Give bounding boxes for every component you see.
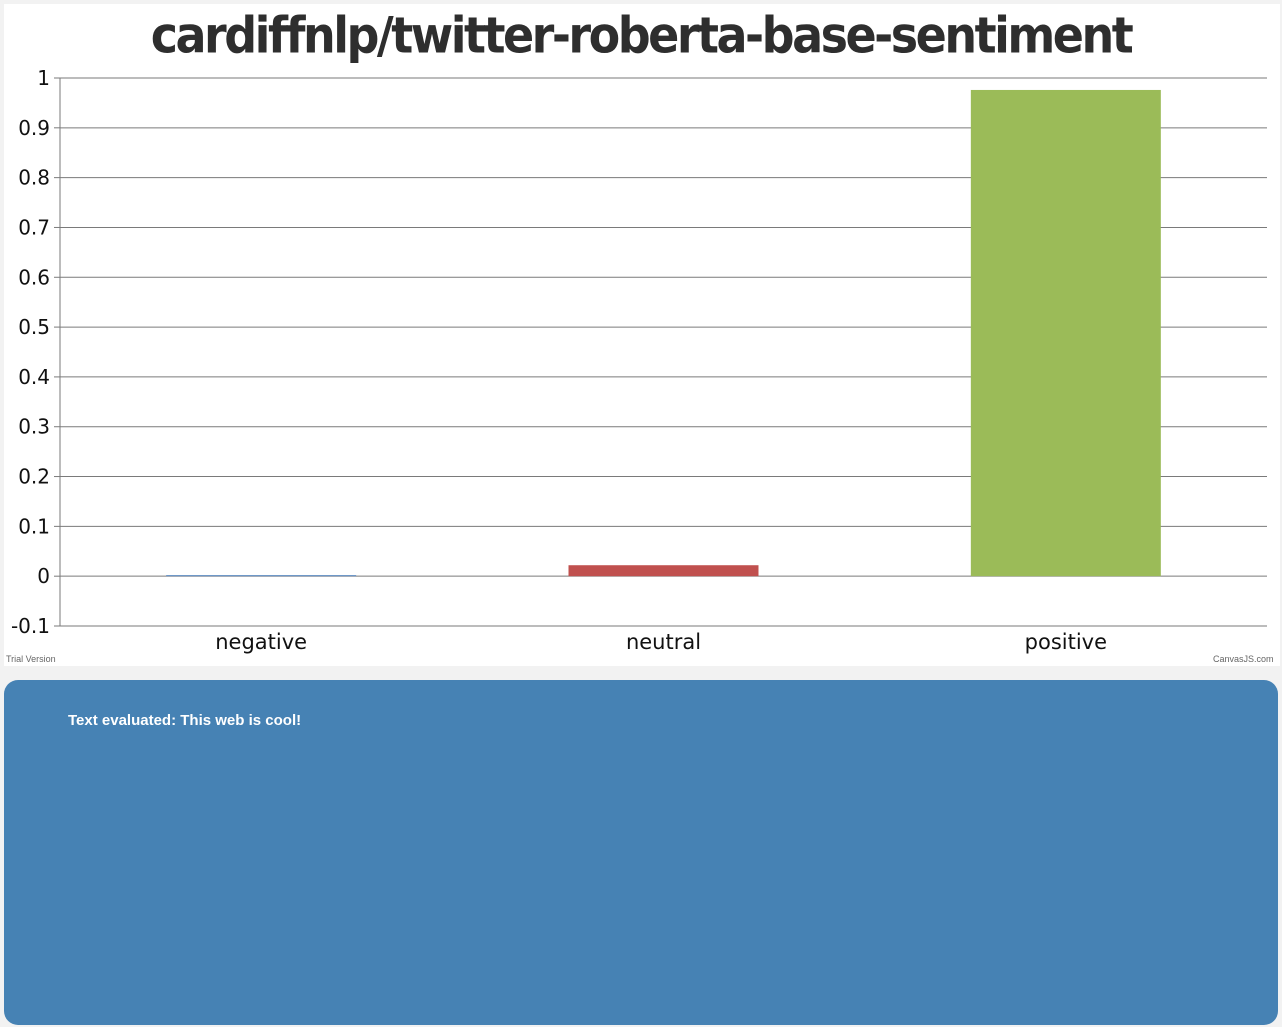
- bar-neutral: [568, 565, 759, 577]
- x-category-label: positive: [1025, 630, 1107, 654]
- x-category-label: neutral: [626, 630, 701, 654]
- x-category-label: negative: [215, 630, 307, 654]
- y-tick-label: 0.8: [18, 166, 50, 190]
- y-tick-label: 0.2: [18, 465, 50, 489]
- y-tick-label: 0.3: [18, 415, 50, 439]
- canvasjs-credit-link[interactable]: CanvasJS.com: [1213, 654, 1274, 664]
- bar-positive: [970, 89, 1161, 577]
- evaluated-text: Text evaluated: This web is cool!: [68, 712, 302, 729]
- bar-chart: 1 0.9 0.8 0.7 0.6 0.5 0.4 0.3 0.2 0.1 0 -0.1 negativ…: [11, 66, 1267, 654]
- y-tick-label: 0: [37, 564, 50, 588]
- result-panel: Text evaluated: This web is cool!: [4, 680, 1278, 1025]
- y-tick-label: 0.4: [18, 365, 50, 389]
- y-tick-label: 0.5: [18, 315, 50, 339]
- bar-negative: [166, 575, 357, 577]
- chart-title: cardiffnlp/twitter-roberta-base-sentimen…: [150, 5, 1134, 65]
- y-tick-label: 0.9: [18, 116, 50, 140]
- y-tick-label: 0.7: [18, 215, 50, 239]
- y-tick-label: 0.6: [18, 265, 50, 289]
- trial-version-credit: Trial Version: [6, 654, 56, 664]
- y-tick-label: -0.1: [11, 614, 50, 638]
- y-tick-label: 1: [37, 66, 50, 90]
- y-tick-label: 0.1: [18, 514, 50, 538]
